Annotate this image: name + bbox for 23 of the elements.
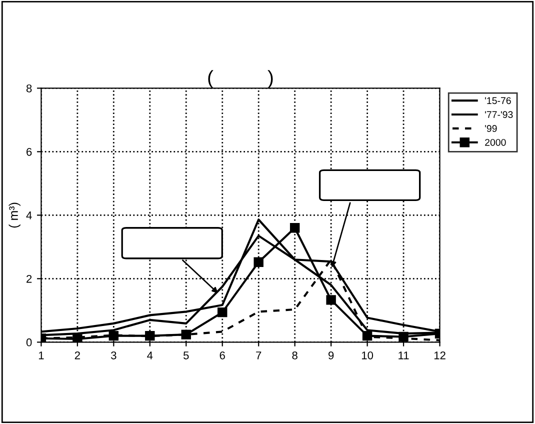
- x-tick-label: 10: [362, 351, 374, 360]
- x-tick-label: 5: [183, 352, 189, 360]
- y-tick-label: 6: [26, 148, 32, 156]
- chart-title: ( ): [208, 70, 273, 88]
- x-tick-label: 8: [292, 351, 298, 360]
- legend-label: 2000: [485, 138, 506, 146]
- legend-label: '15-76: [485, 97, 511, 104]
- y-tick-label: 8: [26, 84, 32, 92]
- y-tick-label: 0: [26, 338, 32, 346]
- x-tick-label: 6: [220, 351, 225, 360]
- y-tick-label: 4: [26, 212, 32, 220]
- legend-label: '99: [485, 125, 497, 132]
- x-tick-label: 4: [147, 352, 153, 360]
- x-tick-label: 7: [256, 352, 262, 360]
- y-tick-label: 2: [26, 274, 32, 283]
- x-tick-label: 9: [328, 351, 334, 360]
- legend-label: '77-'93: [485, 111, 513, 118]
- x-tick-label: 11: [398, 352, 409, 360]
- x-tick-label: 12: [434, 351, 446, 360]
- x-tick-label: 2: [74, 351, 80, 360]
- x-tick-label: 1: [38, 352, 44, 360]
- x-tick-label: 3: [110, 351, 116, 360]
- y-axis-title: ( m³): [8, 202, 20, 228]
